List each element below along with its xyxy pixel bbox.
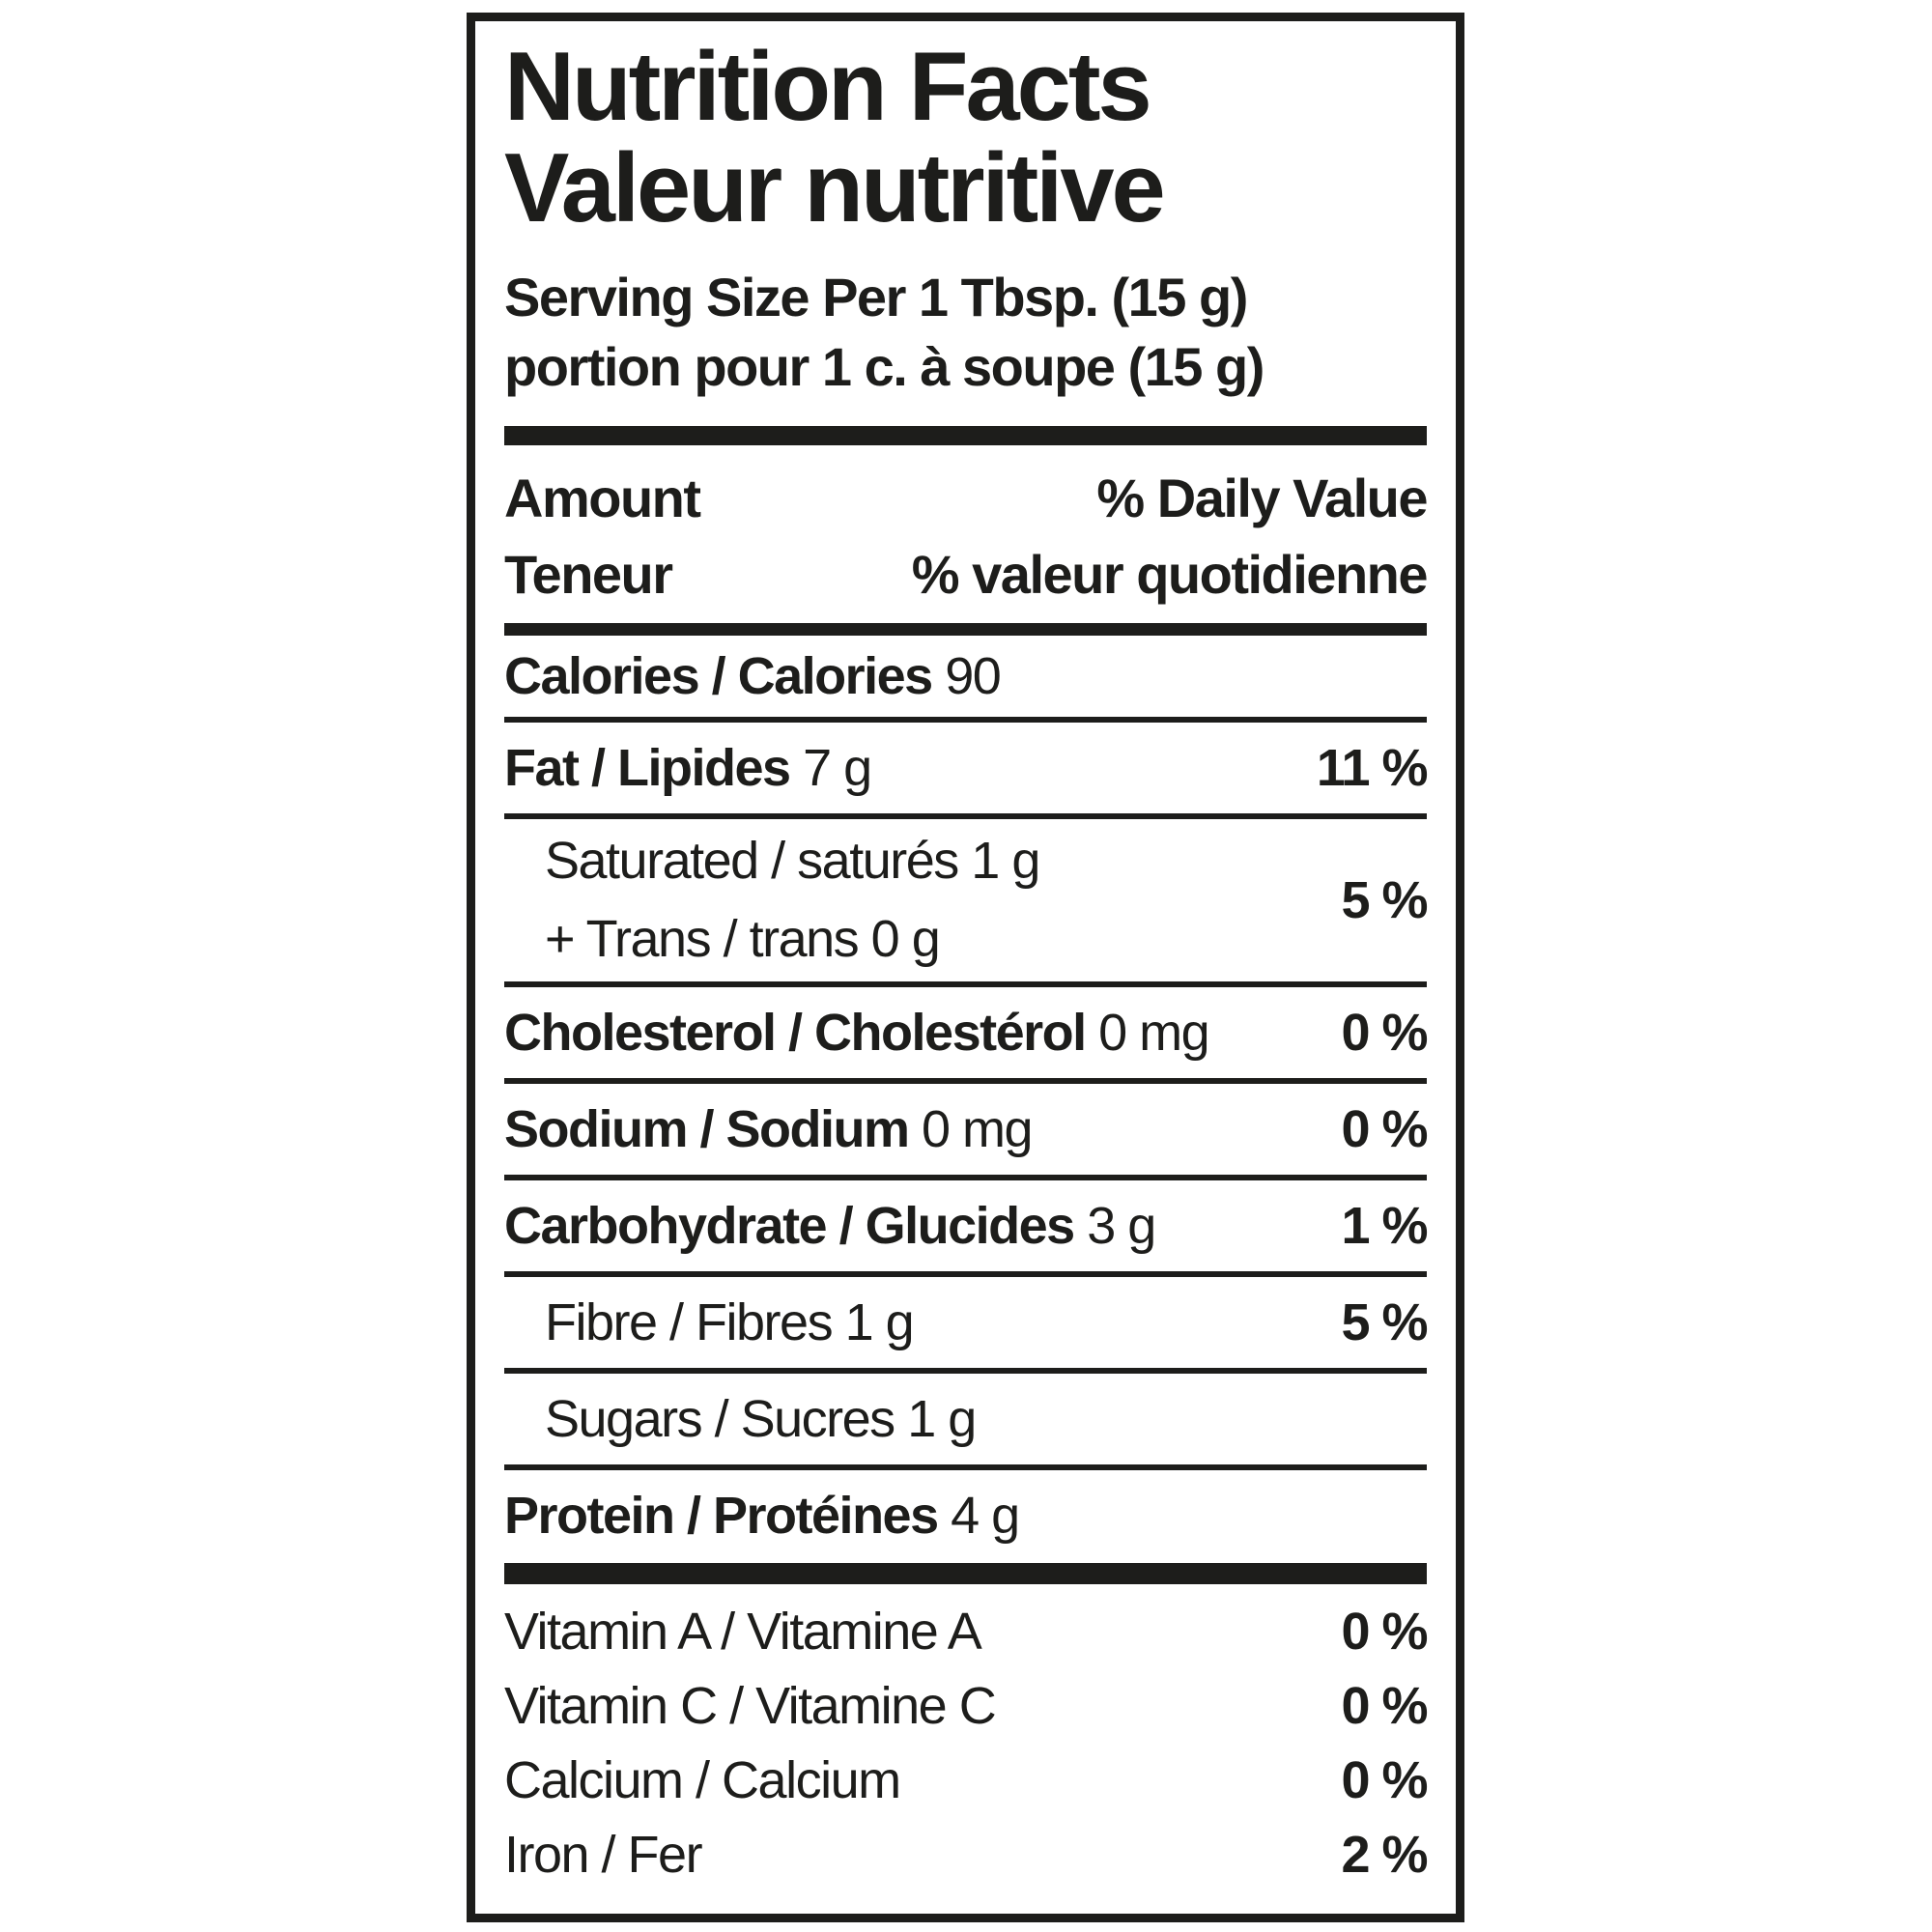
row-iron: Iron / Fer 2 %: [504, 1817, 1428, 1891]
nutrition-facts-label: Nutrition Facts Valeur nutritive Serving…: [467, 13, 1464, 1922]
separator-medium-header: [504, 623, 1427, 637]
calories-name: Calories / Calories: [504, 647, 933, 706]
carbohydrate-name: Carbohydrate / Glucides: [504, 1197, 1075, 1256]
fibre-name: Fibre / Fibres: [545, 1293, 834, 1352]
sugars-text: Sugars / Sucres 1 g: [504, 1389, 977, 1449]
trans-line: + Trans / trans 0 g: [545, 900, 1039, 979]
cholesterol-value: 0 mg: [1098, 1004, 1210, 1063]
saturated-trans-daily-value: 5 %: [1341, 871, 1428, 930]
amount-label-english: Amount: [504, 468, 701, 529]
title-english: Nutrition Facts: [504, 33, 1152, 141]
row-fat: Fat / Lipides 7 g 11 %: [504, 723, 1429, 813]
row-vitamin-c: Vitamin C / Vitamine C 0 %: [504, 1668, 1428, 1743]
row-vitamin-a: Vitamin A / Vitamine A 0 %: [504, 1594, 1428, 1668]
sodium-daily-value: 0 %: [1341, 1100, 1428, 1159]
fat-value: 7 g: [803, 739, 872, 798]
carbohydrate-text: Carbohydrate / Glucides 3 g: [504, 1196, 1156, 1256]
serving-size-french: portion pour 1 c. à soupe (15 g): [504, 335, 1264, 397]
fat-daily-value: 11 %: [1316, 739, 1429, 798]
sugars-name: Sugars / Sucres: [545, 1390, 895, 1449]
sodium-value: 0 mg: [922, 1100, 1034, 1159]
separator-line: [504, 717, 1427, 724]
row-calcium: Calcium / Calcium 0 %: [504, 1743, 1428, 1817]
row-fibre: Fibre / Fibres 1 g 5 %: [504, 1277, 1428, 1368]
saturated-trans-text: Saturated / saturés 1 g + Trans / trans …: [504, 822, 1040, 979]
carbohydrate-daily-value: 1 %: [1341, 1197, 1428, 1256]
saturated-name: Saturated / saturés: [545, 832, 959, 891]
fibre-daily-value: 5 %: [1341, 1293, 1428, 1352]
separator-line: [504, 813, 1427, 820]
separator-line: [504, 1271, 1427, 1278]
sodium-name: Sodium / Sodium: [504, 1100, 910, 1159]
protein-text: Protein / Protéines 4 g: [504, 1486, 1020, 1546]
row-carbohydrate: Carbohydrate / Glucides 3 g 1 %: [504, 1180, 1428, 1271]
separator-line: [504, 1078, 1427, 1085]
sugars-value: 1 g: [907, 1390, 977, 1449]
daily-value-label-english: % Daily Value: [1096, 468, 1428, 529]
micronutrient-section: Vitamin A / Vitamine A 0 % Vitamin C / V…: [504, 1594, 1428, 1891]
fat-name: Fat / Lipides: [504, 739, 791, 798]
row-calories: Calories / Calories 90: [504, 636, 1427, 717]
column-header-english: Amount % Daily Value: [504, 467, 1428, 529]
iron-name: Iron / Fer: [504, 1825, 703, 1884]
vitamin-a-name: Vitamin A / Vitamine A: [504, 1602, 982, 1661]
saturated-value: 1 g: [971, 832, 1040, 891]
separator-line: [504, 1175, 1427, 1181]
carbohydrate-value: 3 g: [1087, 1197, 1156, 1256]
column-header-french: Teneur % valeur quotidienne: [504, 543, 1429, 606]
calories-value: 90: [945, 647, 1002, 706]
fibre-value: 1 g: [844, 1293, 915, 1352]
separator-line: [504, 981, 1427, 988]
protein-name: Protein / Protéines: [504, 1487, 939, 1546]
row-sodium: Sodium / Sodium 0 mg 0 %: [504, 1084, 1428, 1175]
trans-value: 0 g: [870, 910, 941, 969]
amount-label-french: Teneur: [504, 544, 673, 606]
daily-value-label-french: % valeur quotidienne: [911, 544, 1429, 606]
vitamin-a-daily-value: 0 %: [1341, 1602, 1428, 1661]
vitamin-c-daily-value: 0 %: [1341, 1676, 1428, 1735]
separator-line: [504, 1464, 1427, 1471]
row-cholesterol: Cholesterol / Cholestérol 0 mg 0 %: [504, 987, 1428, 1078]
cholesterol-daily-value: 0 %: [1341, 1004, 1428, 1063]
cholesterol-text: Cholesterol / Cholestérol 0 mg: [504, 1003, 1210, 1063]
calcium-name: Calcium / Calcium: [504, 1750, 901, 1809]
row-saturated-trans: Saturated / saturés 1 g + Trans / trans …: [504, 819, 1428, 981]
row-sugars: Sugars / Sucres 1 g: [504, 1374, 1427, 1464]
iron-daily-value: 2 %: [1341, 1825, 1428, 1884]
row-protein: Protein / Protéines 4 g: [504, 1470, 1427, 1561]
title-french: Valeur nutritive: [504, 134, 1166, 243]
separator-thick-bottom: [504, 1563, 1427, 1585]
cholesterol-name: Cholesterol / Cholestérol: [504, 1004, 1087, 1063]
saturated-line: Saturated / saturés 1 g: [545, 822, 1040, 900]
vitamin-c-name: Vitamin C / Vitamine C: [504, 1676, 997, 1735]
sodium-text: Sodium / Sodium 0 mg: [504, 1099, 1034, 1159]
protein-value: 4 g: [951, 1487, 1020, 1546]
fibre-text: Fibre / Fibres 1 g: [504, 1293, 915, 1352]
trans-name: + Trans / trans: [545, 910, 860, 969]
calories-text: Calories / Calories 90: [504, 646, 1002, 706]
calcium-daily-value: 0 %: [1341, 1750, 1428, 1809]
separator-line: [504, 1368, 1427, 1375]
serving-size-english: Serving Size Per 1 Tbsp. (15 g): [504, 267, 1248, 328]
fat-text: Fat / Lipides 7 g: [504, 738, 872, 798]
separator-thick-top: [504, 426, 1427, 446]
